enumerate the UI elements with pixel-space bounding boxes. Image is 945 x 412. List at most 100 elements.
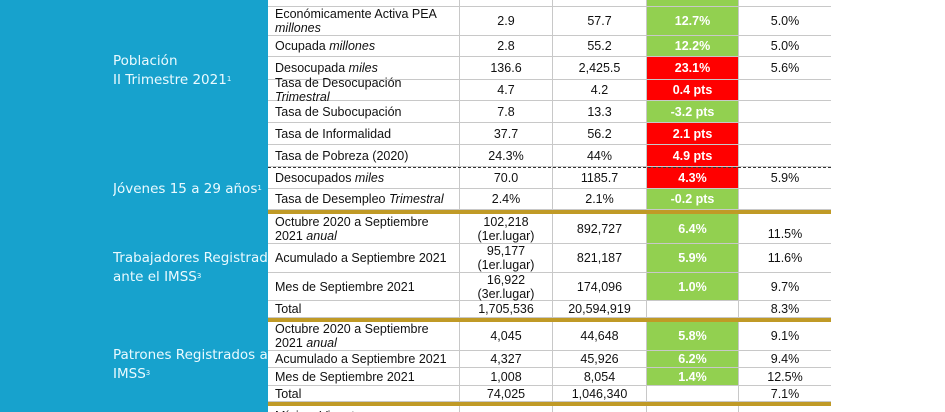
change-badge: 0.4 pts [647,80,739,100]
table-row: Octubre 2020 a Septiembre 2021 anual 102,… [268,214,831,244]
change-badge: 5.9% [647,244,739,272]
share-value: 5.9% [770,170,800,185]
row-label: Octubre 2020 a Septiembre 2021 anual [268,322,460,350]
label-text: Ocupada [275,39,330,53]
label-text: Total [275,386,302,401]
label-text: Tasa de Subocupación [275,104,402,119]
change-badge: 12.2% [647,36,739,56]
change-badge: 3.1% [647,0,739,6]
label-text: Mes de Septiembre 2021 [275,279,415,294]
value-2021: 16,922 (3er.lugar) [460,273,553,301]
row-label: Mes de Septiembre 2021 [268,368,460,385]
label-text: Desocupados [275,170,355,185]
label-text: Mínimo Vigente [275,409,362,412]
unit-text: anual [306,336,337,350]
value-total: 8,054 [553,368,647,385]
table-row: Ocupada millones 2.8 55.2 12.2% 5.0% [268,36,831,57]
change-badge: 4.3% [647,167,739,188]
section-divider [268,318,831,322]
value-2021: 2.9 [460,7,553,35]
table-row: Acumulado a Septiembre 2021 4,327 45,926 6.… [268,351,831,368]
table-row: Mes de Septiembre 2021 1,008 8,054 1.4% 12.5… [268,368,831,386]
unit-text: anual [306,228,337,243]
row-label-text: Tasa de Desocupación Trimestral [275,76,459,104]
row-label-text: Tasa de Desempleo Trimestral [275,192,444,206]
row-label: Tasa de Subocupación [268,101,460,122]
value-2021: 1,705,536 [460,301,553,317]
section-subtitle-text: II Trimestre 2021 [113,72,227,88]
row-label: Ocupada millones [268,36,460,56]
table-row: Tasa de Desocupación Trimestral 4.7 4.2 0.4… [268,76,831,104]
row-label: Económicamente Activa PEA millones [268,7,460,35]
footnote-ref: 1 [226,75,232,83]
label-text: Tasa de Desempleo [275,192,386,206]
row-label: Octubre 2020 a Septiembre 2021 anual [268,214,460,243]
share-value [739,80,831,100]
section-patrones: Patrones Registrados ante el IMSS3 [113,346,268,384]
value-2021: 2.4% [460,189,553,209]
table-row: Económicamente Activa PEA millones 2.9 57.… [268,7,831,36]
footnote-ref: 3 [196,272,202,280]
value-2021: 102,218 (1er.lugar) [460,214,553,243]
value-total: 4.2 [553,80,647,100]
value-2021: 4,327 [460,351,553,367]
unit-text: millones [275,21,321,35]
value-total: 45,926 [553,351,647,367]
footnote-ref: 3 [145,369,151,377]
row-label: Tasa de Informalidad [268,123,460,144]
row-label-text: Desocupados miles [275,171,384,185]
share-value: 4.7% [739,0,831,6]
row-label-text: Acumulado a Septiembre 2021 [275,352,447,366]
section-jovenes: Jóvenes 15 a 29 años1 [113,180,268,199]
value-2021: 70.0 [460,167,553,188]
change-badge: 5.8% [647,322,739,350]
section-title: Patrones Registrados ante el [113,347,268,363]
section-divider [268,210,831,214]
value-total: 56.2 [553,123,647,144]
row-label-text: Acumulado a Septiembre 2021 [275,251,447,265]
table-row: Total 74,025 1,046,340 7.1% [268,386,831,402]
row-label: Desocupados miles [268,167,460,188]
value-total: 44,648 [553,322,647,350]
value-total: 55.2 [553,36,647,56]
share-value [739,101,831,122]
unit-text: miles [354,170,385,185]
value-2021: 136.6 [460,57,553,79]
share-value: 7.1% [770,386,800,401]
section-divider [268,402,831,406]
value-total: 2.1% [553,189,647,209]
share-value: 9.1% [770,329,800,343]
unit-text: Trimestral [275,90,330,104]
value-2021: 24.3% [460,145,553,166]
row-label-text: Tasa de Pobreza (2020) [275,149,408,163]
value-total: 44% [553,145,647,166]
unit-text: Trimestral [388,192,444,206]
row-label-text: Total [275,387,301,401]
value-total: 20,594,919 [553,301,647,317]
change-badge [647,301,739,317]
row-label: Total millones [268,0,460,6]
share-value: 8.3% [770,302,800,316]
section-subtitle-text: IMSS [113,366,146,382]
change-badge: -3.2 pts [647,101,739,122]
section-subtitle-text: ante el IMSS [113,269,197,285]
share-value [739,406,831,412]
share-value: 9.4% [770,352,800,366]
share-value [739,123,831,144]
change-badge: 6.4% [647,214,739,243]
value-2021: 95,177 (1er.lugar) [460,244,553,272]
row-label: Tasa de Desocupación Trimestral [268,76,460,104]
row-label-text: Mes de Septiembre 2021 [275,280,415,294]
table-row: Octubre 2020 a Septiembre 2021 anual 4,04… [268,322,831,351]
label-text: Mes de Septiembre 2021 [275,369,415,384]
value-total: 2,425.5 [553,57,647,79]
row-label-text: Desocupada miles [275,61,378,75]
value-total: 127.5 [553,0,647,6]
indicators-table: Total millones 3.0127.53.1%4.7% Económicam… [268,0,831,412]
value-2021: 4.7 [460,80,553,100]
section-title: Población [113,53,178,69]
label-text: Total [275,0,301,3]
value-2021: 2.8 [460,36,553,56]
share-value [739,189,831,209]
dashed-divider [268,167,831,168]
